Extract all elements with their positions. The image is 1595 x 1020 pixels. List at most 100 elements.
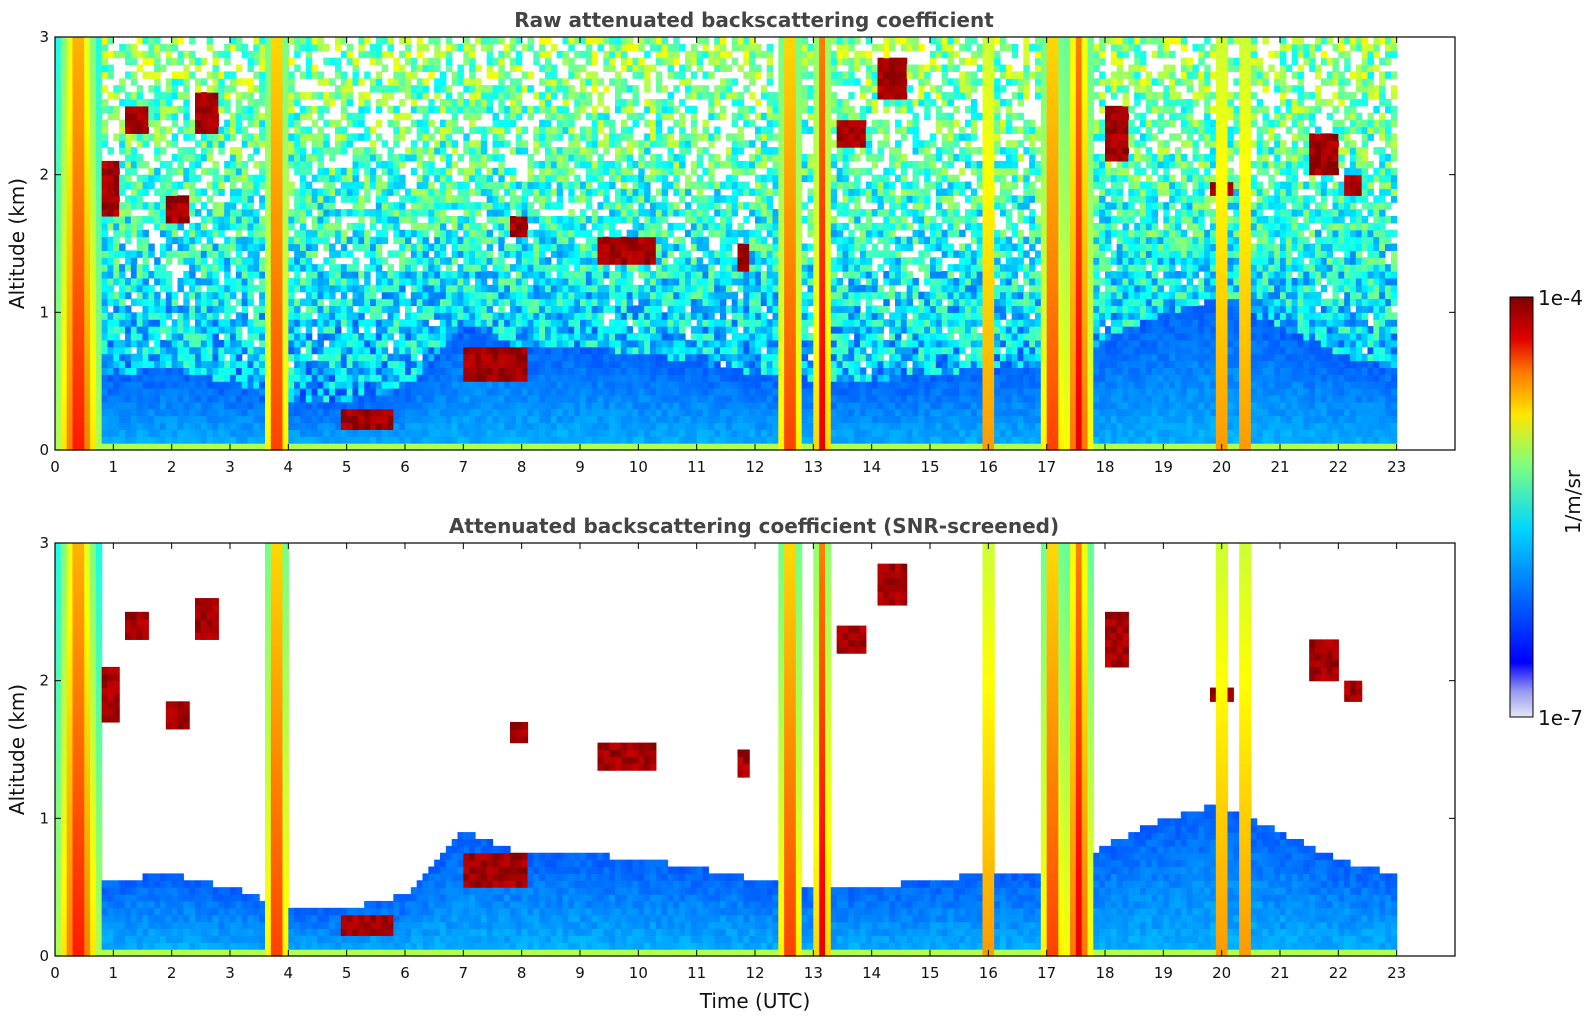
heatmap-cell (130, 374, 138, 382)
heatmap-cell (527, 181, 534, 190)
heatmap-cell (358, 154, 365, 162)
heatmap-cell (317, 78, 324, 86)
heatmap-cell (265, 43, 272, 52)
heatmap-cell (597, 181, 604, 190)
heatmap-cell (311, 250, 319, 258)
heatmap-cell (300, 154, 307, 162)
heatmap-cell (463, 443, 470, 451)
heatmap-cell (230, 236, 237, 245)
heatmap-cell (556, 105, 564, 114)
heatmap-cell (375, 209, 383, 217)
heatmap-cell (445, 167, 453, 176)
heatmap-cell (253, 422, 260, 430)
heatmap-cell (294, 436, 301, 444)
heatmap-cell (78, 277, 85, 286)
heatmap-cell (142, 181, 149, 190)
heatmap-cell (95, 126, 103, 134)
heatmap-cell (177, 147, 184, 155)
heatmap-cell (323, 195, 330, 203)
heatmap-cell (165, 271, 173, 279)
heatmap-cell (212, 188, 219, 196)
heatmap-cell (235, 43, 243, 52)
heatmap-cell (515, 105, 523, 114)
heatmap-cell (212, 250, 219, 258)
heatmap-cell (405, 408, 412, 417)
heatmap-cell (165, 332, 173, 341)
heatmap-cell (84, 98, 91, 107)
heatmap-cell (90, 119, 97, 128)
heatmap-cell (300, 167, 307, 176)
heatmap-cell (626, 360, 634, 368)
heatmap-cell (480, 401, 488, 410)
heatmap-cell (533, 181, 540, 190)
heatmap-cell (574, 98, 581, 107)
heatmap-cell (335, 174, 342, 183)
heatmap-cell (125, 339, 132, 348)
heatmap-cell (585, 346, 593, 355)
heatmap-cell (136, 250, 144, 258)
heatmap-cell (399, 374, 406, 382)
heatmap-cell (358, 436, 365, 444)
heatmap-cell (142, 264, 149, 272)
heatmap-cell (510, 312, 517, 320)
heatmap-cell (381, 374, 389, 382)
heatmap-cell (154, 394, 161, 403)
heatmap-cell (136, 422, 144, 430)
heatmap-cell (626, 264, 634, 272)
heatmap-cell (620, 436, 628, 444)
heatmap-cell (84, 360, 91, 368)
heatmap-cell (276, 202, 284, 210)
heatmap-cell (492, 57, 499, 66)
heatmap-cell (148, 312, 155, 320)
heatmap-cell (545, 160, 552, 169)
heatmap-cell (504, 360, 511, 368)
heatmap-cell (480, 381, 488, 389)
heatmap-cell (323, 119, 330, 128)
heatmap-cell (626, 243, 634, 251)
heatmap-cell (574, 415, 581, 424)
heatmap-cell (533, 105, 540, 114)
heatmap-cell (486, 181, 494, 190)
heatmap-cell (78, 332, 85, 341)
heatmap-cell (195, 257, 202, 265)
heatmap-cell (130, 332, 138, 341)
heatmap-cell (533, 271, 540, 279)
heatmap-cell (609, 215, 616, 224)
heatmap-cell (107, 147, 114, 155)
heatmap-cell (60, 181, 68, 190)
heatmap-cell (399, 160, 406, 169)
heatmap-cell (265, 202, 272, 210)
heatmap-cell (253, 381, 260, 389)
heatmap-cell (95, 298, 103, 307)
heatmap-cell (556, 264, 564, 272)
heatmap-cell (206, 443, 214, 451)
heatmap-cell (294, 236, 301, 245)
heatmap-cell (352, 236, 359, 245)
heatmap-cell (60, 291, 68, 300)
heatmap-cell (510, 374, 517, 382)
heatmap-cell (545, 312, 552, 320)
heatmap-cell (451, 119, 459, 128)
heatmap-cell (189, 339, 196, 348)
heatmap-cell (90, 291, 97, 300)
heatmap-cell (405, 57, 412, 66)
heatmap-cell (119, 284, 126, 293)
heatmap-cell (60, 64, 68, 73)
heatmap-cell (346, 284, 354, 293)
heatmap-cell (72, 167, 79, 176)
heatmap-cell (375, 236, 383, 245)
heatmap-cell (55, 50, 62, 59)
heatmap-cell (177, 312, 184, 320)
heatmap-cell (136, 195, 144, 203)
heatmap-cell (247, 367, 254, 375)
heatmap-cell (95, 250, 103, 258)
heatmap-cell (422, 312, 429, 320)
heatmap-cell (265, 167, 272, 176)
heatmap-cell (574, 381, 581, 389)
heatmap-cell (416, 202, 424, 210)
heatmap-cell (218, 346, 225, 355)
heatmap-cell (183, 85, 190, 93)
heatmap-cell (148, 353, 155, 362)
heatmap-cell (410, 298, 418, 307)
heatmap-cell (609, 250, 616, 258)
